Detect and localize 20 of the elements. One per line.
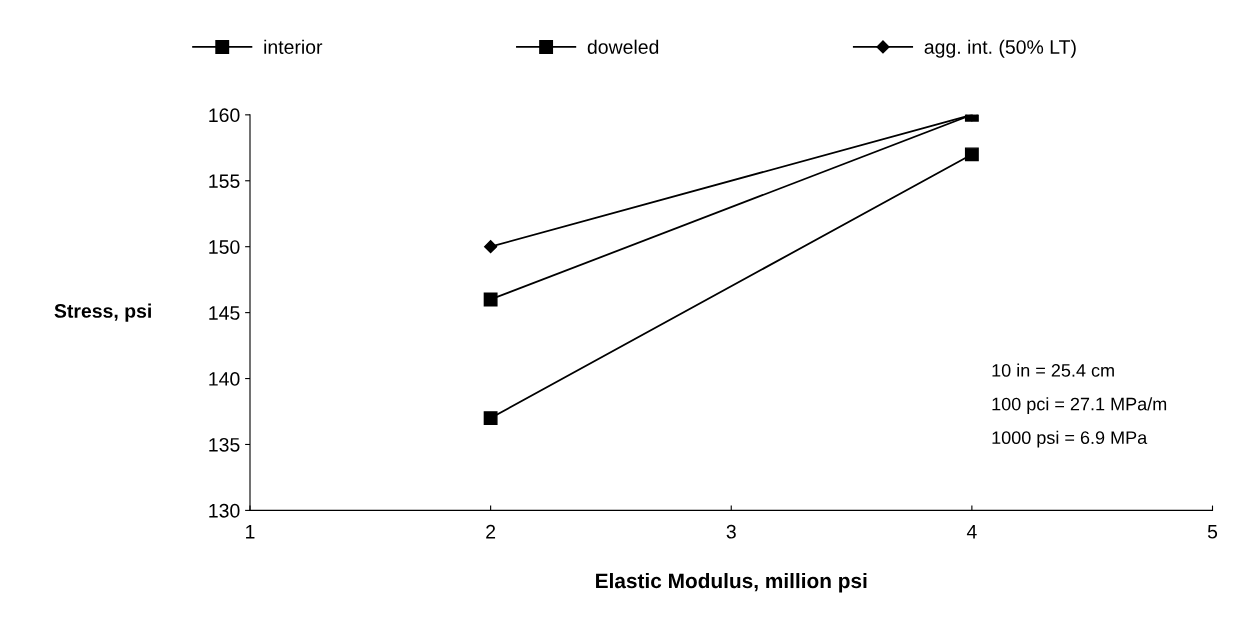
annotation: 100 pci = 27.1 MPa/m	[992, 397, 1167, 414]
y-tick-label: 140	[209, 372, 240, 386]
x-tick-label: 4	[966, 525, 977, 539]
y-tick-label: 130	[209, 503, 240, 518]
y-tick-label: 135	[209, 437, 240, 452]
legend-label: interior	[264, 39, 323, 54]
x-tick-label: 5	[1207, 525, 1218, 539]
y-tick-label: 155	[209, 174, 240, 188]
x-tick-label: 2	[486, 524, 496, 539]
y-tick-label: 150	[209, 240, 240, 254]
y-tick-label: 145	[209, 306, 240, 320]
y-axis-title: Stress, psi	[54, 303, 151, 322]
y-tick-label: 160	[209, 108, 240, 123]
x-axis-title: Elastic Modulus, million psi	[596, 572, 867, 593]
legend-label: doweled	[587, 39, 659, 54]
x-tick-label: 1	[246, 525, 255, 539]
annotation: 1000 psi = 6.9 MPa	[992, 430, 1148, 448]
legend-label: agg. int. (50% LT)	[924, 39, 1076, 58]
annotation: 10 in = 25.4 cm	[992, 363, 1114, 377]
x-tick-label: 3	[726, 524, 736, 539]
